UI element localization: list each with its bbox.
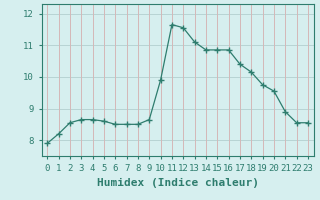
X-axis label: Humidex (Indice chaleur): Humidex (Indice chaleur) [97, 178, 259, 188]
